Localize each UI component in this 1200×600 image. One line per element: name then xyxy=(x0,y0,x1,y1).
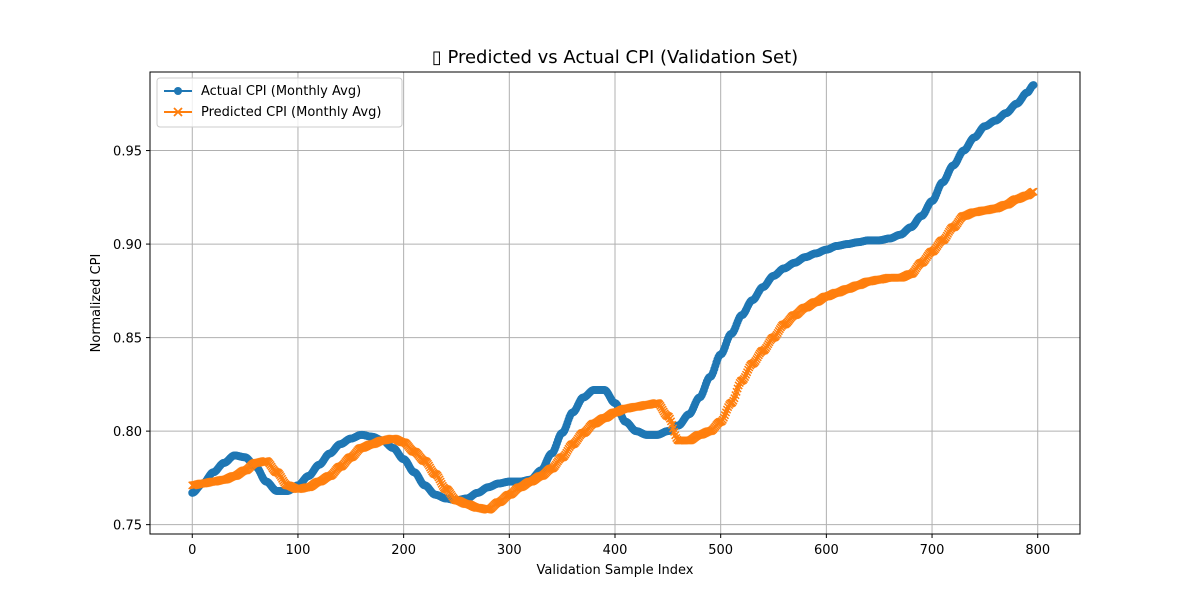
legend-label-actual: Actual CPI (Monthly Avg) xyxy=(201,84,361,99)
x-tick-label: 400 xyxy=(603,543,628,558)
x-tick-label: 700 xyxy=(920,543,945,558)
y-tick-label: 0.80 xyxy=(113,425,142,440)
axes-ticks: 0 100 200 300 400 500 600 700 800 0.75 0.80 0.85 0.9… xyxy=(113,145,1050,558)
legend-marker-actual xyxy=(174,87,182,95)
x-axis-title: Validation Sample Index xyxy=(537,563,694,578)
data-point xyxy=(734,381,743,390)
data-point xyxy=(435,475,444,484)
y-tick-label: 0.95 xyxy=(113,145,142,160)
grid xyxy=(150,72,1080,534)
x-tick-label: 800 xyxy=(1025,543,1050,558)
y-axis-title: Normalized CPI xyxy=(89,254,104,353)
x-tick-label: 0 xyxy=(188,543,196,558)
legend-box xyxy=(156,77,403,128)
data-point xyxy=(1029,81,1038,90)
data-point xyxy=(719,413,728,422)
data-point xyxy=(1029,187,1038,196)
x-tick-label: 300 xyxy=(497,543,522,558)
legend-label-predicted: Predicted CPI (Monthly Avg) xyxy=(201,105,381,120)
data-point xyxy=(722,405,732,414)
data-point xyxy=(740,372,750,382)
data-point xyxy=(741,370,751,379)
series-layer xyxy=(188,81,1038,514)
legend-marker-predicted xyxy=(173,107,183,117)
y-tick-label: 0.75 xyxy=(113,519,142,534)
y-tick-label: 0.90 xyxy=(113,238,142,253)
legend: Actual CPI (Monthly Avg) Predicted CPI (… xyxy=(156,77,403,128)
data-point xyxy=(729,396,738,405)
x-tick-label: 100 xyxy=(286,543,311,558)
chart-title: ▯ Predicted vs Actual CPI (Validation Se… xyxy=(432,47,798,68)
data-point xyxy=(742,368,752,377)
x-tick-label: 200 xyxy=(391,543,416,558)
data-point xyxy=(436,477,445,486)
x-tick-label: 600 xyxy=(814,543,839,558)
series-predicted xyxy=(188,187,1038,514)
y-tick-label: 0.85 xyxy=(113,332,142,347)
x-tick-label: 500 xyxy=(708,543,733,558)
